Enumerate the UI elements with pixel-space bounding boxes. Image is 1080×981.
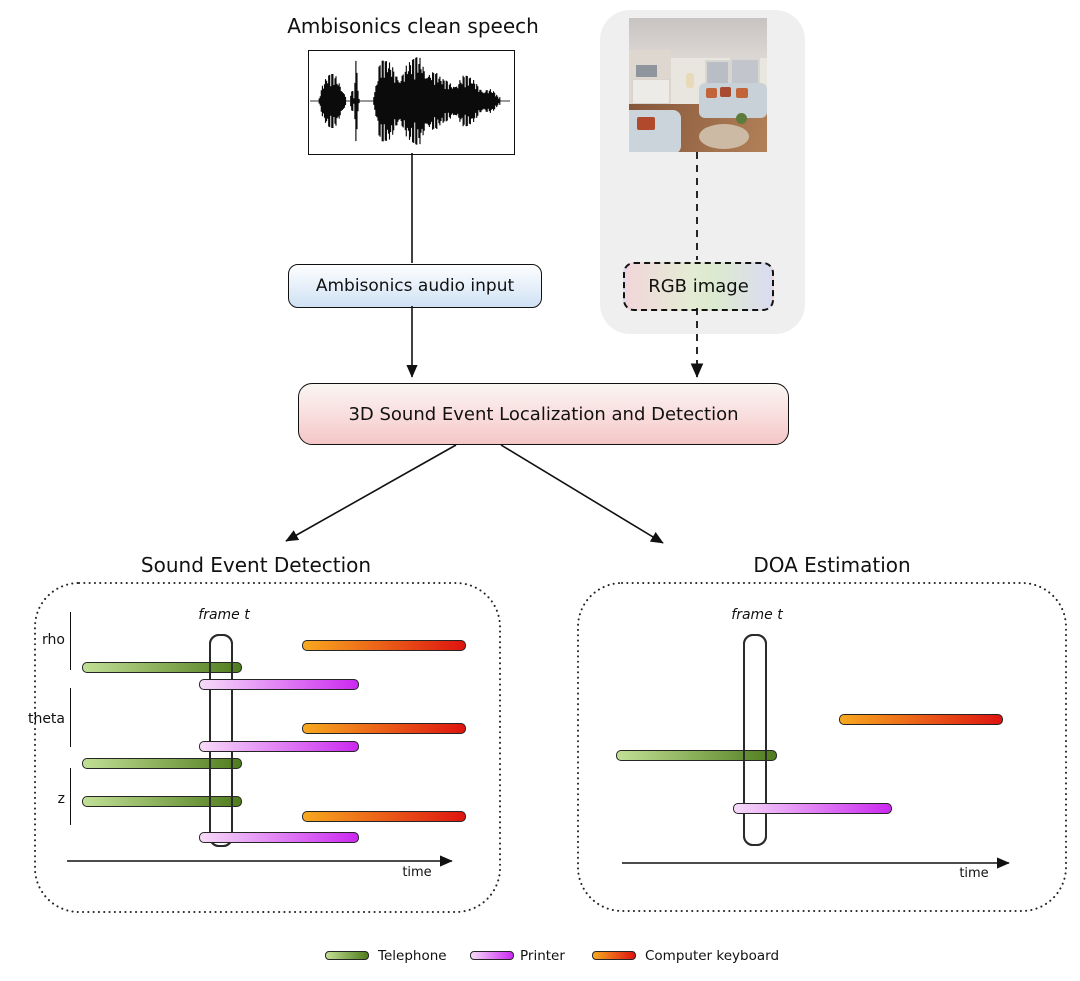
- rho-axis-bracket: [70, 612, 71, 670]
- photo-pillow-4: [637, 117, 655, 130]
- room-photo: [629, 18, 767, 152]
- doa-panel: frame t time: [578, 583, 1066, 911]
- photo-console: [632, 79, 670, 104]
- theta-axis-label: theta: [27, 711, 65, 727]
- seld-to-sed-arrow: [285, 444, 457, 542]
- legend-printer-label: Printer: [520, 948, 565, 964]
- doa-time-label: time: [959, 866, 989, 881]
- ambisonics-audio-input-box: Ambisonics audio input: [288, 264, 542, 308]
- sed-panel: frame t rho theta z time: [28, 583, 500, 912]
- doa-bar-keyboard: [839, 714, 1003, 725]
- ambisonics-audio-input-label: Ambisonics audio input: [315, 276, 515, 296]
- seld-label: 3D Sound Event Localization and Detectio…: [348, 403, 739, 425]
- sed-time-label: time: [402, 865, 432, 880]
- photo-pillow-3: [736, 88, 748, 98]
- photo-sofa-left: [629, 110, 681, 152]
- photo-pillow-2: [720, 87, 731, 97]
- photo-tv: [636, 65, 657, 77]
- doa-panel-title: DOA Estimation: [753, 553, 911, 577]
- speech-waveform-image: [308, 50, 515, 155]
- legend-telephone-label: Telephone: [378, 948, 447, 964]
- sed-bar-printer: [199, 741, 359, 752]
- photo-lamp: [686, 73, 694, 88]
- rgb-image-box: RGB image: [623, 262, 774, 311]
- photo-plant: [736, 113, 747, 124]
- legend-keyboard-label: Computer keyboard: [645, 948, 780, 964]
- seld-box: 3D Sound Event Localization and Detectio…: [298, 383, 789, 445]
- photo-pillow-1: [706, 88, 717, 98]
- theta-axis-bracket: [70, 688, 71, 747]
- sed-bar-printer: [199, 679, 359, 690]
- sed-bar-keyboard: [302, 640, 466, 651]
- sed-bar-printer: [199, 832, 359, 843]
- z-axis-label: z: [57, 791, 65, 807]
- legend-keyboard-swatch: [592, 951, 636, 960]
- rgb-image-label: RGB image: [648, 276, 749, 297]
- legend-printer-swatch: [470, 951, 514, 960]
- z-axis-bracket: [70, 768, 71, 825]
- legend-telephone-swatch: [325, 951, 369, 960]
- photo-coffee-table: [699, 124, 749, 149]
- rho-axis-label: rho: [42, 632, 65, 648]
- sed-bar-keyboard: [302, 811, 466, 822]
- doa-bar-printer: [733, 803, 892, 814]
- doa-frame-label: frame t: [731, 607, 783, 623]
- sed-panel-title: Sound Event Detection: [140, 553, 372, 577]
- sed-bar-keyboard: [302, 723, 466, 734]
- waveform-svg: [310, 57, 510, 145]
- clean-speech-title: Ambisonics clean speech: [287, 14, 539, 38]
- doa-frame-marker-outline: [743, 634, 767, 846]
- seld-to-doa-arrow: [500, 444, 664, 544]
- sed-frame-label: frame t: [198, 607, 250, 623]
